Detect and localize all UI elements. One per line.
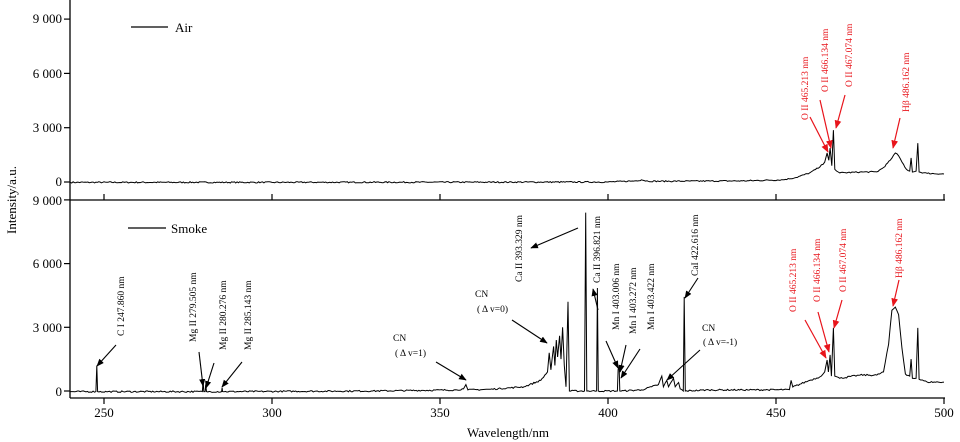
legend-label-air: Air	[175, 20, 193, 35]
y-tick-label: 9 000	[33, 193, 62, 208]
annotation-arrow	[891, 279, 900, 307]
annotation-label: CN	[702, 324, 715, 334]
annotation-label: ( Δ v=0)	[477, 304, 508, 315]
annotation-arrow	[198, 351, 206, 387]
x-tick-label: 400	[598, 405, 618, 420]
annotation-arrow	[804, 319, 827, 359]
bottom-y-tick-labels: 0 3 000 6 000 9 000	[33, 193, 62, 399]
annotation-label: CN	[475, 290, 488, 300]
top-annotations: O II 465.213 nm O II 466.134 nm O II 467…	[801, 23, 912, 153]
annotation-arrow	[809, 116, 829, 153]
top-panel-axes	[69, 0, 945, 399]
top-y-tick-labels: 0 3 000 6 000 9 000	[33, 11, 62, 189]
y-tick-label: 0	[56, 174, 63, 189]
axis-ticks	[64, 18, 945, 404]
y-axis-label: Intensity/a.u.	[4, 166, 19, 234]
annotation-label: CaI 422.616 nm	[691, 214, 701, 276]
annotation-label: Mn I 403.422 nm	[647, 263, 657, 330]
x-tick-labels: 250 300 350 400 450 500	[94, 405, 954, 420]
annotation-label: O II 465.213 nm	[801, 56, 811, 120]
annotation-label: Mg II 285.143 nm	[244, 280, 254, 350]
x-tick-label: 450	[766, 405, 786, 420]
annotation-label: O II 466.134 nm	[821, 28, 831, 92]
annotation-label: C I 247.860 nm	[117, 276, 127, 336]
annotation-arrow	[511, 319, 548, 344]
annotation-label: ( Δ v=1)	[395, 348, 426, 359]
annotation-arrow	[834, 94, 846, 129]
annotation-arrow	[435, 361, 467, 381]
annotation-arrow	[205, 362, 215, 389]
annotation-label: O II 465.213 nm	[789, 248, 799, 312]
y-tick-label: 6 000	[33, 66, 62, 81]
bottom-annotations: C I 247.860 nm Mg II 279.505 nm Mg II 28…	[96, 214, 905, 389]
annotation-label: O II 467.074 nm	[845, 23, 855, 87]
annotation-arrow	[605, 340, 619, 369]
annotation-arrow	[221, 361, 243, 388]
legend-label-smoke: Smoke	[171, 221, 207, 236]
annotation-label: Mg II 279.505 nm	[189, 272, 199, 342]
annotation-arrow	[817, 311, 831, 353]
annotation-label: Ca II 393.329 nm	[515, 214, 525, 282]
annotation-arrow	[618, 344, 627, 373]
annotation-arrow	[620, 348, 641, 379]
x-tick-label: 350	[430, 405, 450, 420]
annotation-arrow	[891, 117, 901, 149]
annotation-arrow	[530, 227, 579, 249]
annotation-arrow	[832, 299, 843, 329]
x-tick-label: 250	[94, 405, 114, 420]
annotation-label: ( Δ v=-1)	[703, 337, 737, 348]
y-tick-label: 3 000	[33, 120, 62, 135]
x-tick-label: 500	[934, 405, 954, 420]
annotation-label: Mg II 280.276 nm	[219, 280, 229, 350]
x-tick-label: 300	[262, 405, 282, 420]
series-line-smoke	[70, 212, 945, 394]
annotation-arrow	[591, 288, 599, 311]
annotation-arrow	[666, 349, 701, 381]
y-tick-label: 3 000	[33, 320, 62, 335]
annotation-label: Ca II 396.821 nm	[593, 215, 603, 283]
annotation-arrow	[684, 277, 699, 299]
annotation-label: Mn I 403.272 nm	[629, 267, 639, 334]
annotation-label: O II 467.074 nm	[839, 228, 849, 292]
annotation-label: O II 466.134 nm	[813, 238, 823, 302]
annotation-label: CN	[393, 334, 406, 344]
y-tick-label: 6 000	[33, 256, 62, 271]
y-tick-label: 0	[56, 384, 63, 399]
annotation-label: Hβ 486.162 nm	[902, 52, 912, 112]
annotation-arrow	[96, 344, 117, 367]
annotation-arrow	[819, 99, 833, 149]
annotation-label: Hβ 486.162 nm	[895, 218, 905, 278]
x-axis-label: Wavelength/nm	[467, 425, 549, 440]
annotation-label: Mn I 403.006 nm	[612, 263, 622, 330]
y-tick-label: 9 000	[33, 11, 62, 26]
series-line-air	[70, 130, 945, 184]
